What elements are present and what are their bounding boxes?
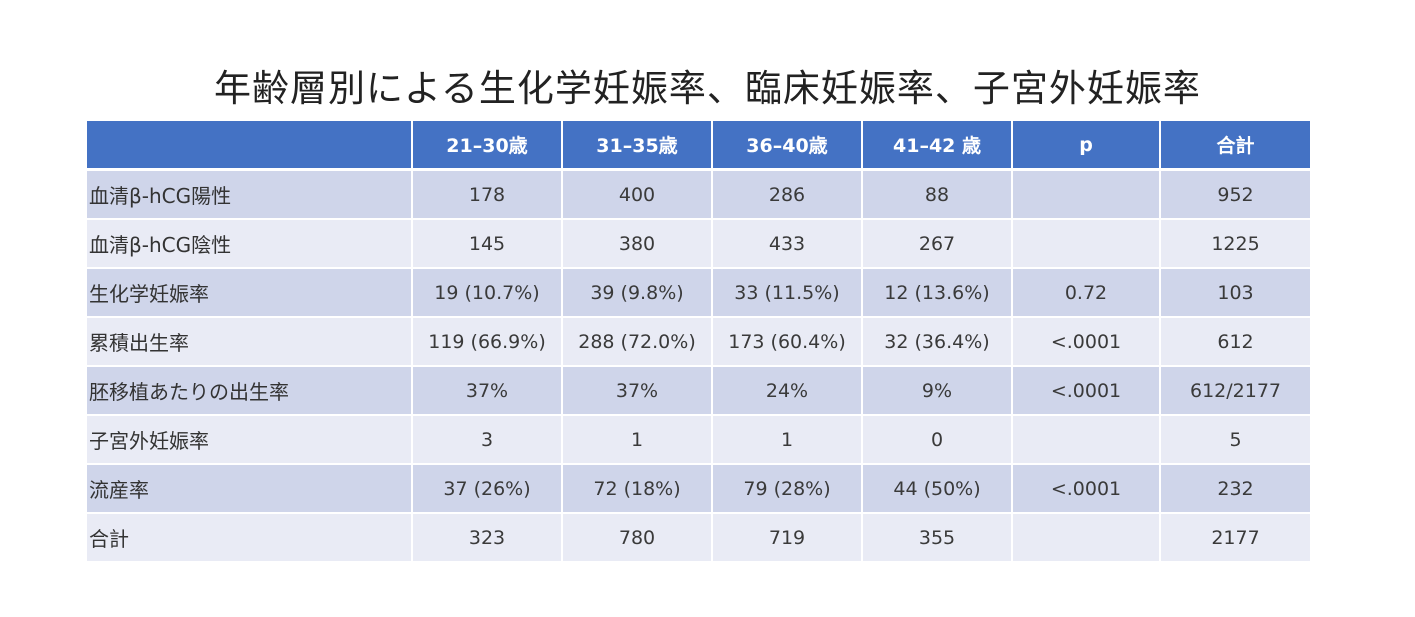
table-cell: 37% bbox=[563, 367, 713, 416]
table-row: 血清β-hCG陽性 178 400 286 88 952 bbox=[87, 171, 1310, 220]
table-row: 子宮外妊娠率 3 1 1 0 5 bbox=[87, 416, 1310, 465]
table-cell: 32 (36.4%) bbox=[863, 318, 1013, 367]
table-cell: 12 (13.6%) bbox=[863, 269, 1013, 318]
table-cell: 400 bbox=[563, 171, 713, 220]
header-cell-41-42: 41–42 歳 bbox=[863, 121, 1013, 171]
table-cell: <.0001 bbox=[1013, 318, 1161, 367]
table-cell: <.0001 bbox=[1013, 367, 1161, 416]
table-cell: 2177 bbox=[1161, 514, 1310, 563]
table-header-row: 21–30歳 31–35歳 36–40歳 41–42 歳 p 合計 bbox=[87, 121, 1310, 171]
row-label: 流産率 bbox=[87, 465, 413, 514]
table-row: 合計 323 780 719 355 2177 bbox=[87, 514, 1310, 563]
table-cell: 952 bbox=[1161, 171, 1310, 220]
table-cell bbox=[1013, 416, 1161, 465]
table-cell: 39 (9.8%) bbox=[563, 269, 713, 318]
slide-title: 年齢層別による生化学妊娠率、臨床妊娠率、子宮外妊娠率 bbox=[214, 66, 1201, 110]
data-table-container: 21–30歳 31–35歳 36–40歳 41–42 歳 p 合計 血清β-hC… bbox=[87, 121, 1310, 563]
table-cell: 1225 bbox=[1161, 220, 1310, 269]
table-cell: 355 bbox=[863, 514, 1013, 563]
table-cell: 33 (11.5%) bbox=[713, 269, 863, 318]
table-cell: 103 bbox=[1161, 269, 1310, 318]
table-cell: 37 (26%) bbox=[413, 465, 563, 514]
table-cell: 323 bbox=[413, 514, 563, 563]
table-cell: 72 (18%) bbox=[563, 465, 713, 514]
table-cell bbox=[1013, 171, 1161, 220]
table-cell: 5 bbox=[1161, 416, 1310, 465]
header-cell-21-30: 21–30歳 bbox=[413, 121, 563, 171]
header-cell-total: 合計 bbox=[1161, 121, 1310, 171]
table-row: 流産率 37 (26%) 72 (18%) 79 (28%) 44 (50%) … bbox=[87, 465, 1310, 514]
table-cell: 173 (60.4%) bbox=[713, 318, 863, 367]
row-label: 血清β-hCG陰性 bbox=[87, 220, 413, 269]
table-cell: 380 bbox=[563, 220, 713, 269]
table-cell: 719 bbox=[713, 514, 863, 563]
table-cell: 1 bbox=[563, 416, 713, 465]
table-cell: 145 bbox=[413, 220, 563, 269]
table-cell: 3 bbox=[413, 416, 563, 465]
header-cell-p: p bbox=[1013, 121, 1161, 171]
table-cell: 19 (10.7%) bbox=[413, 269, 563, 318]
row-label: 累積出生率 bbox=[87, 318, 413, 367]
table-cell: 37% bbox=[413, 367, 563, 416]
header-cell-blank bbox=[87, 121, 413, 171]
table-cell: 612/2177 bbox=[1161, 367, 1310, 416]
table-row: 血清β-hCG陰性 145 380 433 267 1225 bbox=[87, 220, 1310, 269]
age-group-pregnancy-table: 21–30歳 31–35歳 36–40歳 41–42 歳 p 合計 血清β-hC… bbox=[87, 121, 1310, 563]
table-cell: 1 bbox=[713, 416, 863, 465]
header-cell-31-35: 31–35歳 bbox=[563, 121, 713, 171]
table-cell: 119 (66.9%) bbox=[413, 318, 563, 367]
table-cell: 0.72 bbox=[1013, 269, 1161, 318]
table-row: 胚移植あたりの出生率 37% 37% 24% 9% <.0001 612/217… bbox=[87, 367, 1310, 416]
table-cell: 433 bbox=[713, 220, 863, 269]
table-cell: 44 (50%) bbox=[863, 465, 1013, 514]
header-cell-36-40: 36–40歳 bbox=[713, 121, 863, 171]
table-cell: 9% bbox=[863, 367, 1013, 416]
table-cell: 612 bbox=[1161, 318, 1310, 367]
table-cell: 780 bbox=[563, 514, 713, 563]
table-cell: 0 bbox=[863, 416, 1013, 465]
table-cell: 79 (28%) bbox=[713, 465, 863, 514]
table-cell: 24% bbox=[713, 367, 863, 416]
table-row: 累積出生率 119 (66.9%) 288 (72.0%) 173 (60.4%… bbox=[87, 318, 1310, 367]
table-cell bbox=[1013, 514, 1161, 563]
row-label: 子宮外妊娠率 bbox=[87, 416, 413, 465]
row-label: 胚移植あたりの出生率 bbox=[87, 367, 413, 416]
table-cell: 178 bbox=[413, 171, 563, 220]
table-cell: <.0001 bbox=[1013, 465, 1161, 514]
row-label: 血清β-hCG陽性 bbox=[87, 171, 413, 220]
table-cell: 267 bbox=[863, 220, 1013, 269]
table-cell bbox=[1013, 220, 1161, 269]
row-label: 生化学妊娠率 bbox=[87, 269, 413, 318]
table-cell: 88 bbox=[863, 171, 1013, 220]
table-cell: 232 bbox=[1161, 465, 1310, 514]
table-row: 生化学妊娠率 19 (10.7%) 39 (9.8%) 33 (11.5%) 1… bbox=[87, 269, 1310, 318]
table-cell: 288 (72.0%) bbox=[563, 318, 713, 367]
table-cell: 286 bbox=[713, 171, 863, 220]
row-label: 合計 bbox=[87, 514, 413, 563]
